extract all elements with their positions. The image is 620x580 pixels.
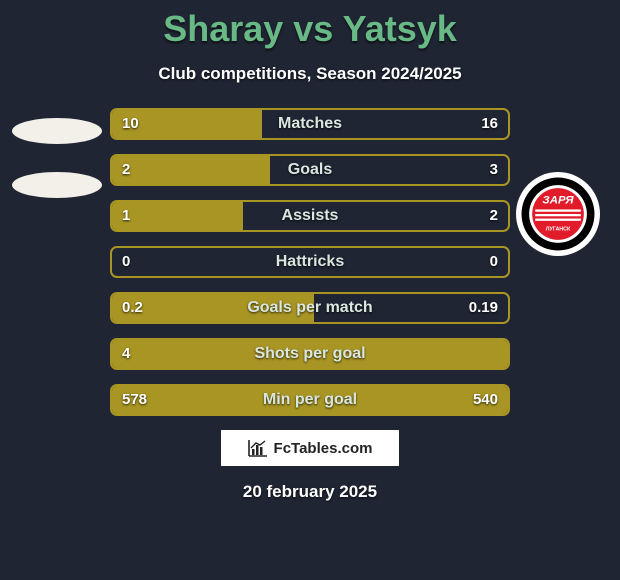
page-title: Sharay vs Yatsyk — [0, 0, 620, 50]
brand-badge: FcTables.com — [221, 430, 399, 466]
stat-row: 4Shots per goal — [110, 338, 510, 370]
stat-value-right: 16 — [481, 110, 498, 138]
stat-value-right: 540 — [473, 386, 498, 414]
stat-label: Goals — [112, 156, 508, 184]
stat-row: 2Goals3 — [110, 154, 510, 186]
brand-text: FcTables.com — [274, 440, 373, 457]
club-crest-icon: ЗАРЯ ЛУГАНСК — [516, 172, 600, 256]
stat-label: Shots per goal — [112, 340, 508, 368]
stat-value-right: 0 — [490, 248, 498, 276]
stat-label: Min per goal — [112, 386, 508, 414]
chart-icon — [248, 439, 268, 457]
crest-subscript: ЛУГАНСК — [546, 227, 571, 233]
stat-row: 10Matches16 — [110, 108, 510, 140]
crest-script: ЗАРЯ — [542, 194, 574, 206]
stat-row: 1Assists2 — [110, 200, 510, 232]
stat-row: 0Hattricks0 — [110, 246, 510, 278]
stat-label: Matches — [112, 110, 508, 138]
player-left-badge — [12, 118, 102, 208]
date-text: 20 february 2025 — [0, 482, 620, 502]
stat-value-right: 2 — [490, 202, 498, 230]
stat-label: Goals per match — [112, 294, 508, 322]
comparison-bars: 10Matches162Goals31Assists20Hattricks00.… — [110, 108, 510, 416]
stat-value-right: 0.19 — [469, 294, 498, 322]
stat-row: 0.2Goals per match0.19 — [110, 292, 510, 324]
placeholder-ellipse-icon — [12, 172, 102, 198]
stat-value-right: 3 — [490, 156, 498, 184]
subtitle: Club competitions, Season 2024/2025 — [0, 64, 620, 84]
placeholder-ellipse-icon — [12, 118, 102, 144]
stat-label: Assists — [112, 202, 508, 230]
stat-label: Hattricks — [112, 248, 508, 276]
player-right-badge: ЗАРЯ ЛУГАНСК — [516, 172, 606, 262]
stat-row: 578Min per goal540 — [110, 384, 510, 416]
